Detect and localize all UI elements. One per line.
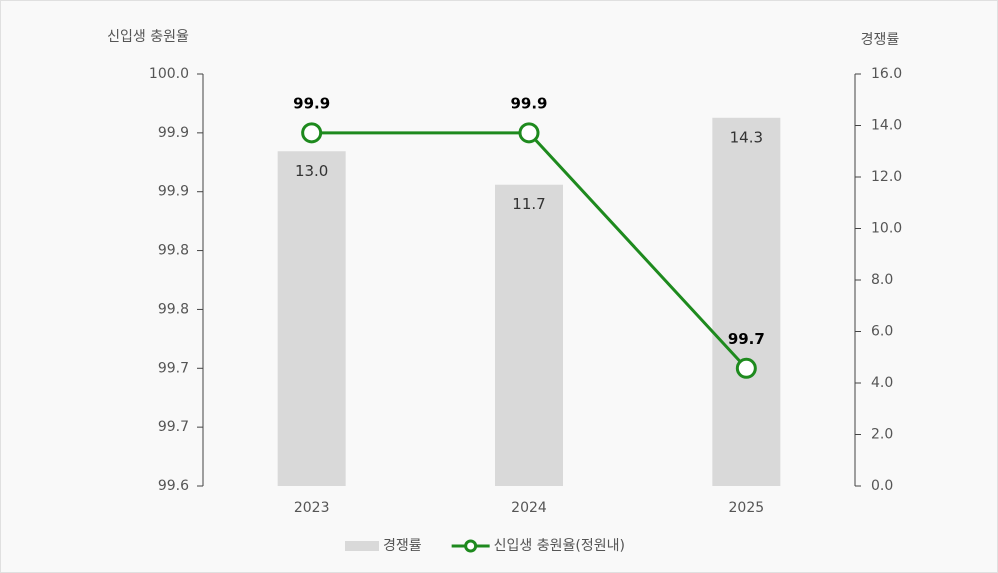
y-axis-title: 신입생 충원율 (107, 29, 189, 45)
bar (495, 184, 563, 486)
y2-tick-label: 6.0 (871, 324, 893, 340)
y-tick-label: 99.9 (158, 125, 189, 141)
y2-tick-label: 4.0 (871, 375, 893, 391)
line-marker (735, 357, 757, 379)
y-tick-label: 100.0 (149, 66, 189, 82)
legend-label: 경쟁률 (383, 538, 422, 554)
x-tick-label: 2024 (511, 500, 547, 516)
legend-marker (464, 539, 478, 553)
y2-tick-label: 12.0 (871, 169, 902, 185)
legend-label: 신입생 충원율(정원내) (494, 538, 625, 554)
y-tick-label: 99.7 (158, 360, 189, 376)
y-tick-label: 99.8 (158, 243, 189, 259)
y2-tick-label: 0.0 (871, 478, 893, 494)
y-tick-label: 99.9 (158, 184, 189, 200)
bar (712, 117, 781, 487)
bar (277, 151, 346, 486)
line-marker (518, 122, 540, 144)
line-marker (301, 122, 323, 144)
y-tick-label: 99.8 (158, 301, 189, 317)
x-tick-label: 2025 (729, 500, 765, 516)
y-tick-label: 99.6 (158, 478, 189, 494)
y2-tick-label: 2.0 (871, 427, 893, 443)
bar-value-label: 14.3 (730, 128, 763, 146)
bar-value-label: 11.7 (512, 195, 545, 213)
y2-axis-title: 경쟁률 (861, 32, 900, 48)
y2-tick-label: 14.0 (871, 118, 902, 134)
y2-tick-label: 16.0 (871, 66, 902, 82)
legend-swatch (345, 541, 379, 551)
line-value-label: 99.9 (293, 94, 330, 112)
line-value-label: 99.9 (510, 94, 547, 112)
y2-tick-label: 8.0 (871, 272, 893, 288)
x-tick-label: 2023 (294, 500, 330, 516)
line-value-label: 99.7 (728, 330, 765, 348)
y-tick-label: 99.7 (158, 419, 189, 435)
y2-tick-label: 10.0 (871, 221, 902, 237)
bar-value-label: 13.0 (295, 162, 328, 180)
